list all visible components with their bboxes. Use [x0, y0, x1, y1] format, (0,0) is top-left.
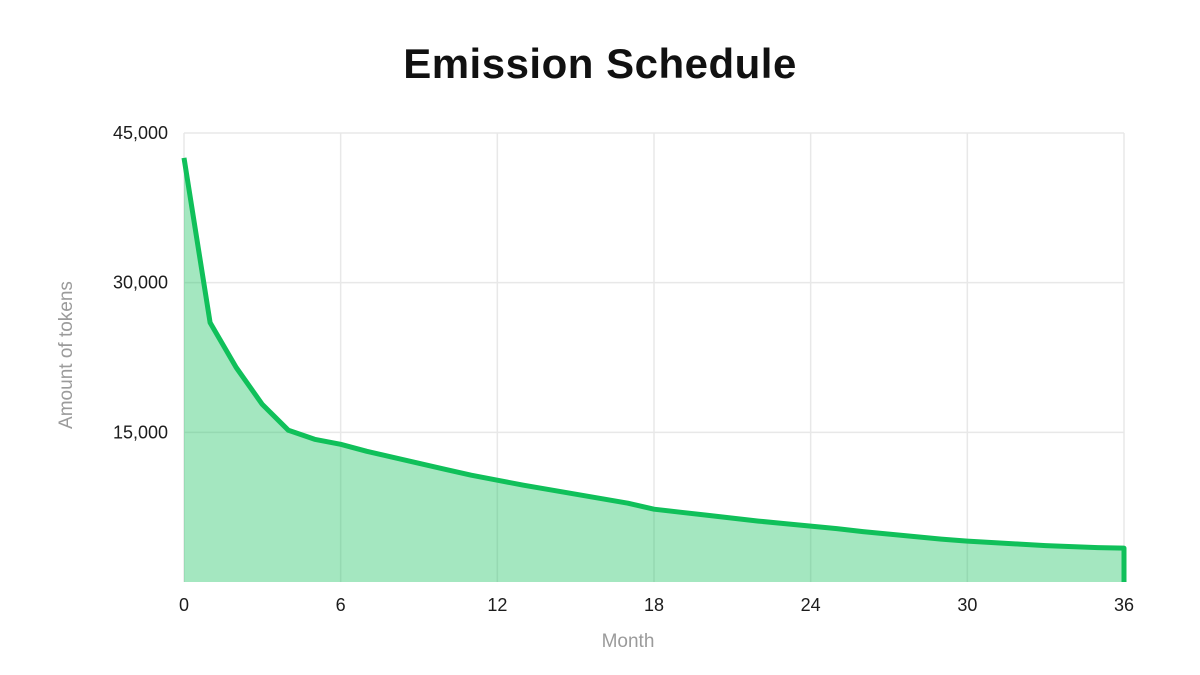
y-tick-label: 45,000 [113, 123, 168, 143]
emission-line [181, 157, 1127, 582]
x-tick-label: 36 [1114, 595, 1134, 615]
x-axis-title: Month [601, 631, 655, 652]
x-tick-label: 0 [179, 595, 189, 615]
y-tick-label: 15,000 [113, 422, 168, 442]
x-tick-label: 12 [487, 595, 507, 615]
x-tick-label: 6 [336, 595, 346, 615]
y-tick-label: 30,000 [113, 273, 168, 293]
x-tick-label: 30 [957, 595, 977, 615]
x-tick-label: 18 [644, 595, 664, 615]
emission-area-fill [184, 157, 1124, 582]
chart-title: Emission Schedule [403, 40, 797, 87]
x-tick-label: 24 [801, 595, 821, 615]
